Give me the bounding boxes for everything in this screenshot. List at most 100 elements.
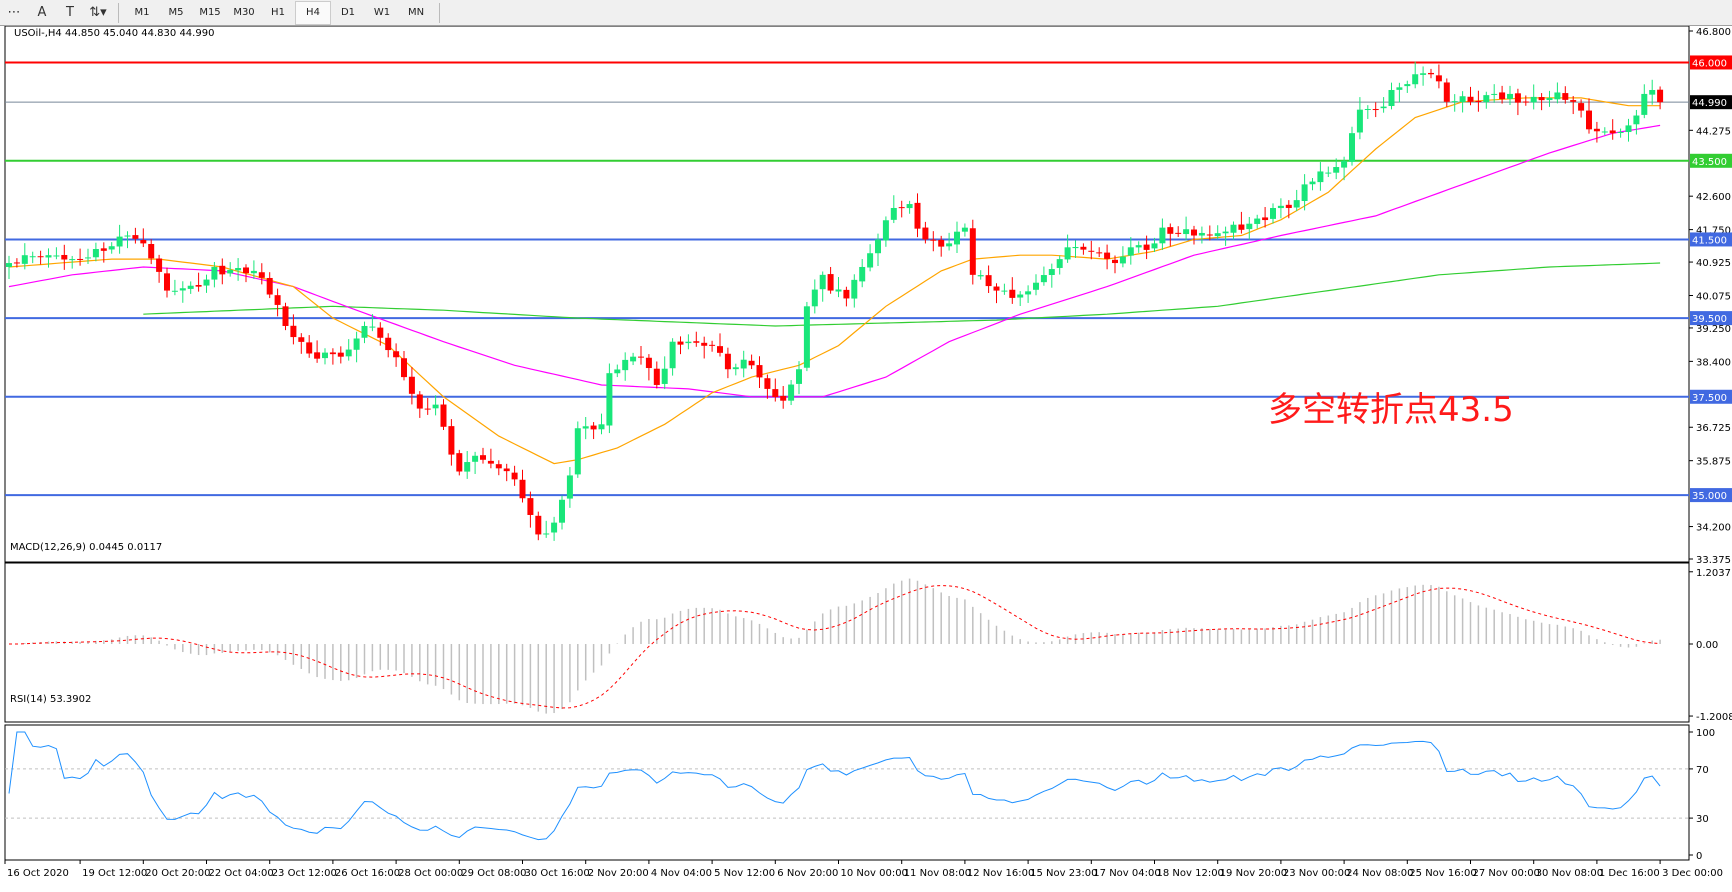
candle <box>480 447 486 464</box>
candle <box>1657 86 1664 110</box>
candle <box>938 235 945 257</box>
macd-pane[interactable]: 1.2037 0.00 -1.2008 <box>4 562 1732 723</box>
candle <box>1554 82 1561 104</box>
candle-body <box>1293 200 1300 208</box>
time-label: 17 Nov 04:00 <box>1093 868 1160 879</box>
timeframe-m15[interactable]: M15 <box>199 7 221 18</box>
candle <box>1317 162 1324 191</box>
candle <box>195 272 202 292</box>
candle-body <box>448 426 455 455</box>
candle-body <box>1167 227 1174 234</box>
text-label-icon[interactable]: T <box>66 5 74 20</box>
rsi-tick-label: 0 <box>1696 851 1702 862</box>
text-a-icon[interactable]: A <box>37 5 47 20</box>
candle <box>219 258 226 285</box>
candle <box>772 378 779 402</box>
grid-f-icon[interactable]: ⋯ <box>7 5 21 20</box>
rsi-line <box>8 731 1661 841</box>
rsi-pane[interactable]: 100 70 30 0 <box>4 724 1715 862</box>
candle <box>1222 226 1229 246</box>
arrows-icon[interactable]: ⇅▾ <box>89 5 107 20</box>
candle-body <box>211 266 218 280</box>
candle-body <box>179 288 186 291</box>
candle <box>867 244 874 272</box>
candle-body <box>100 248 107 251</box>
candle-body <box>61 254 68 260</box>
candle-body <box>1246 223 1253 230</box>
candle <box>811 279 818 314</box>
timeframe-d1[interactable]: D1 <box>340 7 356 18</box>
candle-body <box>1443 82 1450 102</box>
macd-tick-label: 0.00 <box>1696 640 1718 651</box>
candle <box>1356 97 1363 140</box>
candle-body <box>29 256 36 258</box>
candle-body <box>543 533 550 535</box>
pivot-annotation[interactable]: 多空转折点43.5 <box>1268 390 1514 430</box>
chart-window[interactable]: 46.800 44.275 42.600 41.750 40.925 40.075 39.2… <box>0 26 1732 892</box>
candle-body <box>266 277 273 295</box>
candle-body <box>243 267 249 274</box>
candle <box>203 274 210 293</box>
timeframe-w1[interactable]: W1 <box>373 7 391 18</box>
candle <box>1491 84 1498 103</box>
candle <box>13 258 20 268</box>
candle <box>574 421 581 478</box>
time-label: 22 Oct 04:00 <box>209 868 274 879</box>
candle <box>92 242 99 262</box>
candle <box>1080 243 1087 255</box>
candle-body <box>353 338 360 350</box>
candle-body <box>464 462 471 472</box>
timeframe-m5[interactable]: M5 <box>168 7 184 18</box>
price-tick-label: 44.275 <box>1696 126 1731 137</box>
candle-body <box>1088 250 1095 252</box>
ma-slow-line <box>143 262 1661 327</box>
candle <box>1112 255 1118 274</box>
candle <box>329 348 336 365</box>
candle-body <box>164 273 170 291</box>
candle <box>306 335 313 358</box>
candle <box>448 419 455 466</box>
time-label: 26 Oct 16:00 <box>335 868 400 879</box>
time-label: 6 Nov 20:00 <box>777 868 838 879</box>
timeframe-mn[interactable]: MN <box>407 7 425 18</box>
candle-body <box>977 275 984 277</box>
candle-body <box>1301 184 1308 201</box>
candle-body <box>1033 282 1039 290</box>
candle-body <box>1206 234 1213 236</box>
candle <box>1270 203 1276 224</box>
candle <box>851 274 858 308</box>
candle <box>803 301 810 372</box>
price-pane[interactable]: 46.800 44.275 42.600 41.750 40.925 40.075 39.2… <box>4 26 1732 566</box>
candle <box>464 451 471 479</box>
candle-body <box>258 272 265 278</box>
candle-body <box>1412 74 1419 85</box>
candle-body <box>1451 101 1458 103</box>
candle <box>1649 79 1656 105</box>
timeframe-h1[interactable]: H1 <box>271 7 285 18</box>
candle-body <box>1570 100 1577 102</box>
timeframe-h4[interactable]: H4 <box>295 0 331 25</box>
candle <box>432 395 439 416</box>
candle <box>1191 225 1197 245</box>
candle <box>669 338 676 376</box>
candle-body <box>1198 232 1205 236</box>
candle-body <box>898 207 905 209</box>
candle-body <box>914 202 921 229</box>
timeframe-m30[interactable]: M30 <box>233 7 255 18</box>
level-label-bg <box>1690 153 1732 168</box>
macd-signal-line <box>9 584 1661 709</box>
candle <box>511 465 518 486</box>
candle <box>1530 84 1537 110</box>
candle <box>977 270 984 280</box>
candle <box>369 314 376 332</box>
candle <box>1617 128 1624 138</box>
candle-body <box>124 235 131 237</box>
candle-body <box>53 255 60 257</box>
candle-body <box>961 227 968 232</box>
candle <box>345 339 352 361</box>
rsi-tick-label: 30 <box>1696 814 1709 825</box>
candle <box>559 495 565 530</box>
candle <box>1372 102 1379 118</box>
candle <box>1483 91 1490 109</box>
timeframe-m1[interactable]: M1 <box>134 7 150 18</box>
